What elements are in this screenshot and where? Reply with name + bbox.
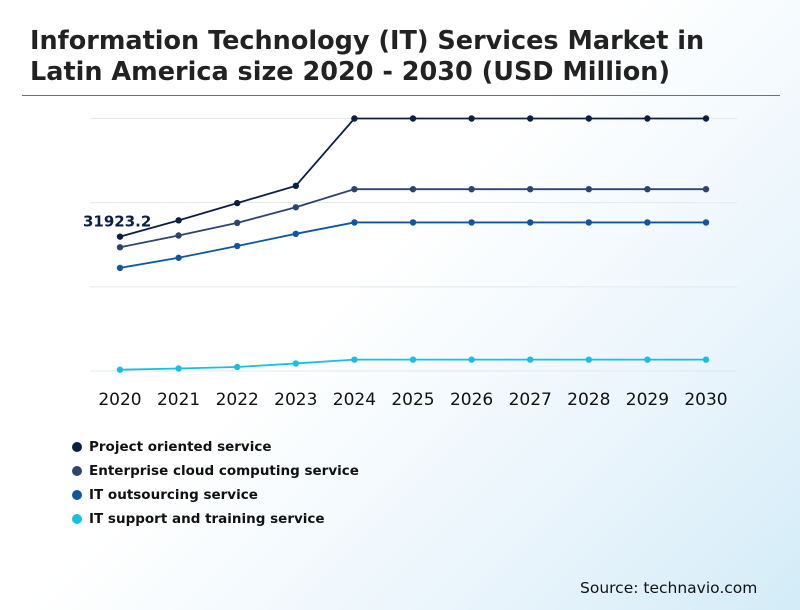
data-point bbox=[234, 219, 241, 227]
legend-item: IT outsourcing service bbox=[72, 483, 359, 507]
data-point bbox=[585, 219, 592, 226]
legend-item: IT support and training service bbox=[72, 507, 359, 531]
data-point bbox=[292, 182, 299, 190]
legend-label: Enterprise cloud computing service bbox=[89, 463, 359, 479]
x-tick-label: 2024 bbox=[333, 390, 376, 410]
x-tick-label: 2027 bbox=[509, 390, 552, 410]
data-point bbox=[116, 366, 124, 373]
chart-legend: Project oriented service Enterprise cloud… bbox=[72, 435, 359, 531]
data-point bbox=[644, 115, 651, 122]
data-point bbox=[644, 356, 651, 363]
data-point bbox=[644, 186, 651, 193]
data-point bbox=[585, 115, 592, 122]
data-point bbox=[527, 356, 534, 363]
data-point bbox=[292, 230, 299, 238]
x-tick-label: 2020 bbox=[98, 390, 141, 410]
x-tick-label: 2026 bbox=[450, 390, 493, 410]
data-point bbox=[702, 186, 710, 193]
x-tick-label: 2030 bbox=[684, 390, 727, 410]
data-point bbox=[527, 186, 534, 193]
x-tick-label: 2021 bbox=[157, 390, 200, 410]
x-tick-label: 2023 bbox=[274, 390, 317, 410]
series-line-0 bbox=[119, 117, 706, 238]
x-tick-label: 2025 bbox=[391, 390, 434, 410]
data-point bbox=[351, 219, 358, 226]
data-point bbox=[234, 199, 241, 207]
source-note: Source: technavio.com bbox=[580, 579, 758, 597]
data-point bbox=[702, 219, 710, 226]
data-point bbox=[527, 115, 534, 122]
x-tick-label: 2029 bbox=[626, 390, 669, 410]
data-point bbox=[468, 115, 475, 122]
data-point bbox=[409, 356, 417, 363]
legend-marker bbox=[72, 514, 82, 524]
data-point bbox=[585, 356, 592, 363]
series-line-1 bbox=[119, 188, 706, 249]
data-point bbox=[234, 242, 241, 250]
data-point bbox=[175, 232, 182, 239]
data-point bbox=[702, 115, 710, 122]
data-point bbox=[409, 219, 417, 226]
data-point bbox=[116, 264, 124, 272]
legend-marker bbox=[72, 490, 82, 500]
data-point bbox=[702, 356, 710, 363]
data-point bbox=[585, 186, 592, 193]
x-tick-label: 2028 bbox=[567, 390, 610, 410]
labels-layer: 2020 2021 2022 2023 2024 2025 2026 2027 2028 2029… bbox=[83, 213, 728, 410]
data-point bbox=[468, 356, 475, 363]
data-point bbox=[351, 356, 358, 363]
legend-marker bbox=[72, 442, 82, 452]
data-label: 31923.2 bbox=[83, 213, 151, 231]
data-point bbox=[409, 186, 417, 193]
legend-item: Enterprise cloud computing service bbox=[72, 459, 359, 483]
x-tick-label: 2022 bbox=[216, 390, 259, 410]
data-point bbox=[116, 233, 124, 240]
data-point bbox=[351, 186, 358, 193]
data-point bbox=[351, 115, 358, 122]
data-point bbox=[292, 204, 299, 211]
title-divider bbox=[22, 95, 780, 96]
data-point bbox=[409, 115, 417, 122]
line-chart: 2020 2021 2022 2023 2024 2025 2026 2027 2028 2029… bbox=[83, 115, 737, 410]
data-point bbox=[175, 365, 182, 372]
data-point bbox=[292, 360, 299, 367]
legend-label: IT outsourcing service bbox=[89, 487, 258, 503]
data-point bbox=[527, 219, 534, 226]
data-point bbox=[116, 244, 124, 251]
chart-title: Information Technology (IT) Services Mar… bbox=[30, 26, 705, 87]
data-point bbox=[175, 217, 182, 224]
data-point bbox=[234, 363, 241, 371]
data-point bbox=[468, 219, 475, 226]
data-point bbox=[644, 219, 651, 226]
legend-item: Project oriented service bbox=[72, 435, 359, 459]
points-layer bbox=[116, 115, 710, 373]
legend-marker bbox=[72, 466, 82, 476]
legend-label: IT support and training service bbox=[89, 511, 325, 527]
data-point bbox=[175, 254, 182, 261]
data-point bbox=[468, 186, 475, 193]
legend-label: Project oriented service bbox=[89, 439, 272, 455]
grid-layer bbox=[90, 118, 737, 372]
lines-layer bbox=[119, 117, 706, 371]
